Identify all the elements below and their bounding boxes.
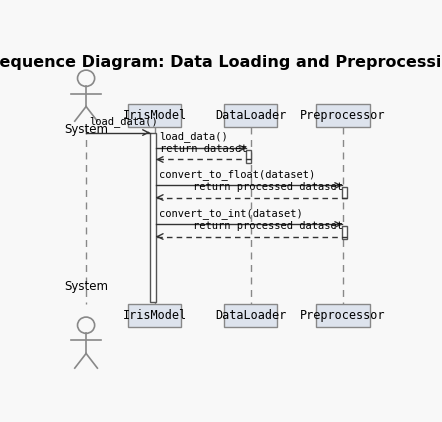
Bar: [128, 304, 181, 327]
Bar: [224, 304, 277, 327]
Text: DataLoader: DataLoader: [215, 309, 286, 322]
Text: IrisModel: IrisModel: [122, 309, 187, 322]
Bar: [342, 226, 347, 239]
Circle shape: [77, 70, 95, 87]
Bar: [150, 133, 156, 303]
Text: return processed dataset: return processed dataset: [193, 181, 343, 192]
Bar: [316, 104, 370, 127]
Text: Sequence Diagram: Data Loading and Preprocessing: Sequence Diagram: Data Loading and Prepr…: [0, 54, 442, 70]
Text: return dataset: return dataset: [160, 143, 248, 154]
Text: System: System: [64, 123, 108, 136]
Bar: [316, 304, 370, 327]
Bar: [128, 104, 181, 127]
Text: IrisModel: IrisModel: [122, 109, 187, 122]
Text: load_data(): load_data(): [160, 131, 228, 142]
Text: return processed dataset: return processed dataset: [193, 221, 343, 231]
Text: System: System: [64, 280, 108, 293]
Text: Preprocessor: Preprocessor: [300, 309, 386, 322]
Text: Preprocessor: Preprocessor: [300, 109, 386, 122]
Bar: [224, 104, 277, 127]
Circle shape: [77, 317, 95, 333]
Text: convert_to_int(dataset): convert_to_int(dataset): [160, 208, 303, 219]
Bar: [342, 187, 347, 198]
Bar: [246, 150, 251, 163]
Text: convert_to_float(dataset): convert_to_float(dataset): [160, 169, 316, 180]
Text: load_data(): load_data(): [89, 116, 158, 127]
Text: DataLoader: DataLoader: [215, 109, 286, 122]
